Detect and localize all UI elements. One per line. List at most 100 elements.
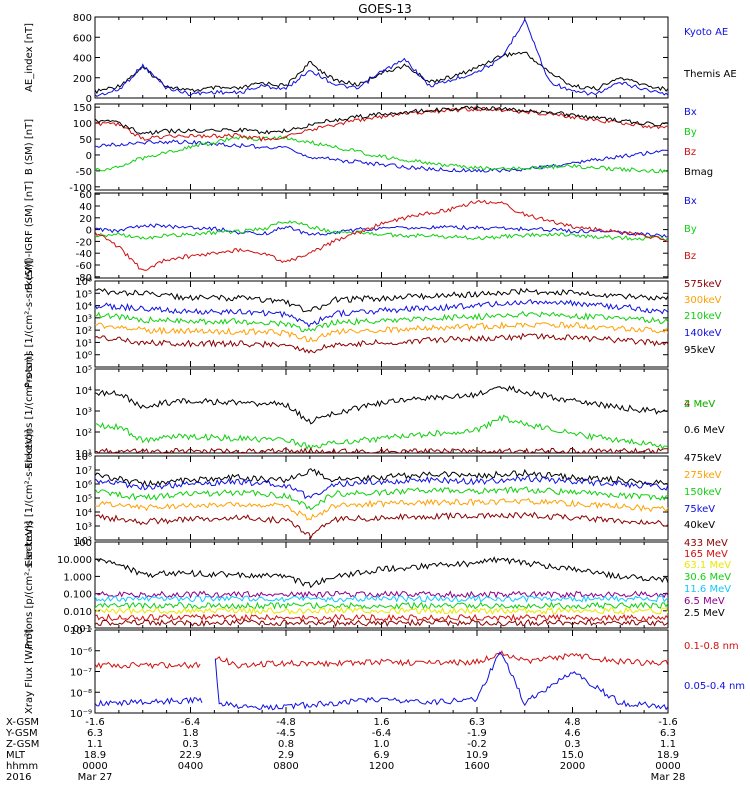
ephemeris-cell: 4.6 — [565, 728, 581, 739]
series-line-by — [95, 135, 668, 174]
ephemeris-cell: 0400 — [178, 761, 203, 772]
y-tick-label: 10⁴ — [75, 302, 92, 313]
ephemeris-cell: 0.3 — [183, 739, 199, 750]
y-tick-label: -60 — [76, 261, 92, 272]
y-tick-label: 10⁷ — [75, 466, 92, 477]
ephemeris-cell: 2000 — [560, 761, 585, 772]
legend-entry: Bx — [684, 196, 697, 207]
y-tick-label: 10⁶ — [75, 277, 92, 288]
ephemeris-cell: 6.3 — [87, 728, 103, 739]
y-tick-label: 1.000 — [63, 572, 92, 583]
ephemeris-cell: 0000 — [82, 761, 107, 772]
y-tick-label: 0.001 — [63, 624, 92, 635]
legend-entry: 11.6 MeV — [684, 584, 731, 595]
y-tick-label: 100 — [73, 538, 92, 549]
legend-entry: 40keV — [684, 520, 715, 531]
legend-entry: 2 MeV — [684, 399, 715, 410]
y-tick-label: 0 — [86, 226, 92, 237]
series-line-by — [95, 220, 668, 241]
y-tick-label: -40 — [76, 249, 92, 260]
ephemeris-cell: -6.4 — [181, 717, 201, 728]
series-line-63-1-mev — [95, 606, 668, 616]
series-line-165-mev — [95, 613, 668, 622]
ephemeris-cell: Mar 27 — [78, 772, 113, 783]
legend-entry: 4 MeV — [684, 399, 715, 410]
series-line-bmag — [95, 105, 668, 135]
legend-entry: 275keV — [684, 470, 722, 481]
ephemeris-cell: -1.6 — [658, 717, 678, 728]
y-tick-label: -20 — [76, 237, 92, 248]
series-line-575kev — [95, 332, 668, 354]
series-line-300kev — [95, 321, 668, 343]
ephemeris-cell: 1.6 — [374, 717, 390, 728]
ephemeris-table: X-GSMY-GSMZ-GSMMLThhmm2016-1.66.31.118.9… — [5, 717, 685, 783]
ephemeris-cell: 1600 — [464, 761, 489, 772]
series-line-0-1-0-8-nm — [95, 650, 668, 670]
legend-entry: By — [684, 127, 697, 138]
series-line-bx — [95, 223, 668, 238]
ephemeris-cell: 1200 — [369, 761, 394, 772]
panel-frame — [94, 280, 669, 368]
y-tick-label: 10⁵ — [75, 365, 92, 376]
ephemeris-cell: 1.1 — [87, 739, 103, 750]
ephemeris-cell: 18.9 — [657, 750, 679, 761]
series-line-75kev — [95, 475, 668, 500]
legend-entry: Themis AE — [683, 69, 737, 80]
panel-magedS_e: 10² 10³ 10⁴ 10⁵ 10⁶ 10⁷ 10⁸ Electrons [1/(cm²-s… — [24, 429, 722, 566]
panel-epead_e: 10¹ 10² 10³ 10⁴ 10⁵ Electrons [1/(cm²-s-sr)] 4… — [24, 353, 725, 469]
legend-entry: 63.1 MeV — [684, 560, 731, 571]
panel-ae: 0 200 400 600 800 AE_index [nT] Kyoto AE Themis… — [24, 13, 737, 105]
legend-entry: Bx — [684, 107, 697, 118]
y-tick-label: 10² — [75, 536, 92, 547]
y-tick-label: 150 — [73, 103, 92, 114]
y-tick-label: 10² — [75, 326, 92, 337]
legend-entry: 150keV — [684, 487, 722, 498]
ephemeris-cell: Mar 28 — [651, 772, 686, 783]
y-tick-label: 50 — [79, 135, 92, 146]
y-tick-label: 100 — [73, 119, 92, 130]
series-line-150kev — [95, 486, 668, 511]
series-line-40kev — [95, 468, 668, 487]
legend-entry: 475keV — [684, 453, 722, 464]
ephemeris-cell: 6.9 — [374, 750, 390, 761]
legend-entry: Bmag — [684, 167, 713, 178]
panel-epead_p: 0.001 0.010 0.100 1.000 10.000 100 Protons [p/… — [24, 521, 731, 649]
ephemeris-cell: -1.9 — [467, 728, 487, 739]
legend-entry: 0.6 MeV — [684, 425, 725, 436]
y-tick-label: 10⁴ — [75, 508, 92, 519]
legend-entry: By — [684, 224, 697, 235]
series-line-210kev — [95, 310, 668, 333]
legend-entry: 575keV — [684, 279, 722, 290]
y-tick-label: 10⁶ — [75, 480, 92, 491]
y-axis-label: B (SM)-IGRF (SM) [nT] — [24, 181, 35, 290]
series-line-2-5-mev — [95, 556, 668, 589]
y-tick-label: 10⁰ — [75, 351, 92, 362]
y-axis-label: AE_index [nT] — [24, 23, 35, 92]
y-tick-label: 10⁻⁶ — [70, 647, 92, 658]
ephemeris-cell: 0000 — [655, 761, 680, 772]
ephemeris-cell: 0.8 — [278, 739, 294, 750]
y-tick-label: 20 — [79, 214, 92, 225]
y-tick-label: 10¹ — [75, 449, 92, 460]
legend-entry: Kyoto AE — [684, 27, 728, 38]
legend-entry: 95keV — [684, 345, 715, 356]
panel-frame — [94, 629, 669, 714]
ephemeris-cell: -1.6 — [85, 717, 105, 728]
legend-entry: 2.5 MeV — [684, 608, 725, 619]
y-tick-label: 800 — [73, 13, 92, 24]
series-line-11-6-mev — [95, 594, 668, 603]
ephemeris-cell: -0.2 — [467, 739, 487, 750]
y-axis-label: Protons [1/(cm²-s-sr-keV)] — [24, 260, 35, 388]
panel-frame — [94, 16, 669, 99]
y-tick-label: 10⁴ — [75, 386, 92, 397]
ephemeris-cell: 1.0 — [374, 739, 390, 750]
legend-entry: 6.5 MeV — [684, 596, 725, 607]
y-tick-label: 10⁻⁸ — [70, 688, 92, 699]
legend-entry: 0.05-0.4 nm — [684, 681, 745, 692]
series-line-0-6-mev — [95, 385, 668, 425]
ephemeris-row-label: 2016 — [6, 772, 31, 783]
ephemeris-cell: 6.3 — [660, 728, 676, 739]
